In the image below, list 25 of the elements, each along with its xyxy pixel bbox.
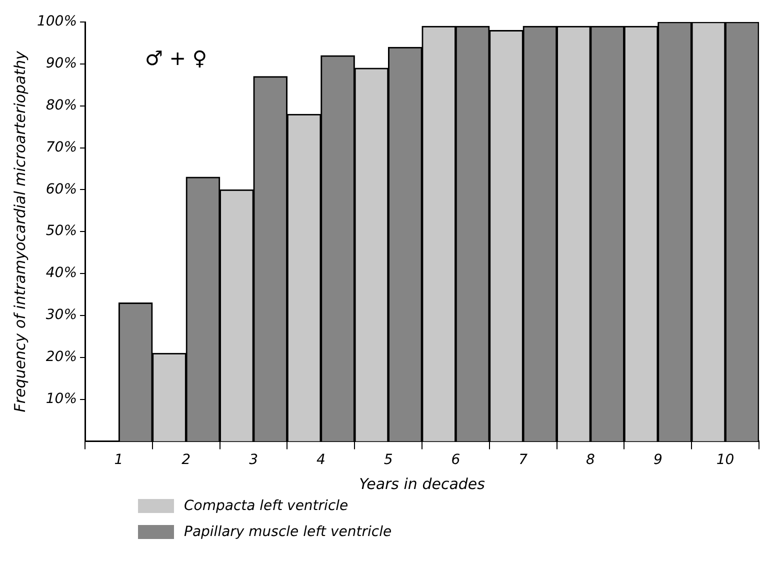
y-tick-label: 30% xyxy=(46,307,78,324)
y-tick-label: 100% xyxy=(36,14,78,30)
x-tick-label: 3 xyxy=(249,452,258,468)
x-tick-label: 2 xyxy=(182,452,191,468)
x-tick-label: 10 xyxy=(716,452,734,468)
x-tick-label: 5 xyxy=(384,452,393,468)
y-axis-title: Frequency of intramyocardial microarteriopathy xyxy=(10,50,29,412)
y-tick-label: 20% xyxy=(46,349,78,365)
annotation: ♂ + ♀ xyxy=(145,46,208,70)
x-tick-label: 1 xyxy=(114,452,124,468)
y-tick-label: 10% xyxy=(46,390,78,407)
x-tick-label: 4 xyxy=(316,452,326,468)
x-tick-label: 6 xyxy=(451,452,460,468)
x-axis-title: Years in decades xyxy=(359,474,486,493)
y-tick-label: 80% xyxy=(46,97,78,114)
x-tick-label: 8 xyxy=(586,452,596,468)
y-tick-label: 90% xyxy=(46,56,78,72)
legend-label: Compacta left ventricle xyxy=(184,498,348,514)
x-tick-label: 7 xyxy=(518,452,528,468)
y-tick-label: 70% xyxy=(46,139,78,156)
y-tick-label: 60% xyxy=(46,181,78,198)
y-tick-label: 40% xyxy=(46,265,78,282)
x-tick-label: 9 xyxy=(653,452,662,468)
legend-label: Papillary muscle left ventricle xyxy=(184,524,392,540)
y-tick-label: 50% xyxy=(46,223,78,240)
